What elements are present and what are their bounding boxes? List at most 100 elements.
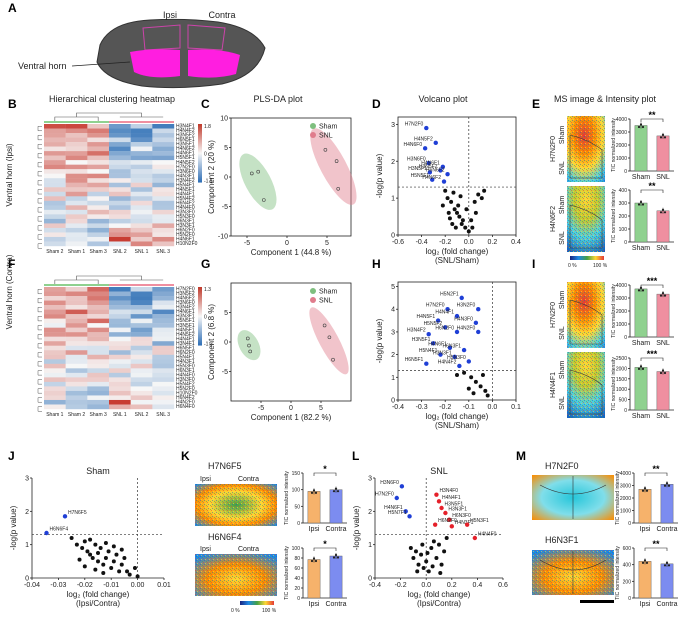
heatmap-cell	[65, 359, 88, 365]
heatmap-cell	[44, 160, 66, 165]
heatmap-cell	[109, 214, 131, 220]
bar-data-point	[637, 289, 641, 292]
heatmap-cell	[87, 182, 110, 188]
volcano-point-sig	[422, 146, 428, 151]
y-tick-label: 5	[224, 145, 228, 152]
volcano-point-ns	[88, 537, 93, 542]
heatmap-cell	[87, 305, 110, 310]
volcano-point-label: H5N5F1	[411, 173, 430, 179]
volcano-point-ns	[479, 196, 484, 201]
heatmap-row-label: H4N4F1	[176, 191, 195, 197]
heatmap-cell	[109, 142, 131, 147]
y-tick-label: -5	[222, 369, 228, 376]
heatmap-cell	[87, 323, 110, 328]
heatmap-cell	[87, 169, 110, 174]
volcano-point-ns	[446, 210, 451, 215]
heatmap-cell	[87, 390, 110, 396]
volcano-point-label: H4N6F1	[384, 505, 403, 511]
volcano-point-ns	[421, 566, 426, 570]
heatmap-cell	[130, 142, 153, 147]
volcano-point-ns	[93, 542, 98, 547]
e1-snl-label: SNL	[559, 161, 566, 175]
y-tick-label: 3	[368, 476, 372, 483]
ms-images-m: H7N2F0 H6N3F1	[532, 461, 614, 603]
heatmap-cell	[87, 377, 110, 383]
k2-ipsi-label: Ipsi	[200, 546, 211, 553]
heatmap-cell	[152, 241, 175, 247]
heatmap-cell	[44, 236, 66, 242]
heatmap-cell	[109, 187, 131, 192]
heatmap-cell	[65, 214, 88, 220]
heatmap-cell	[87, 350, 110, 355]
volcano-point-ns	[452, 207, 457, 212]
bar-data-point	[332, 556, 336, 559]
heatmap-cell	[130, 399, 153, 405]
ms-scale-e-max: 100 %	[593, 263, 608, 269]
volcano-point-ns	[455, 373, 459, 378]
bar-ipsi	[307, 559, 321, 599]
heatmap-cell	[109, 350, 131, 355]
y-tick-label: 4000	[616, 117, 627, 123]
heatmap-cell	[87, 178, 110, 183]
heatmap-cell	[65, 236, 88, 242]
heatmap-cell	[130, 327, 153, 333]
legend-label-sham: Sham	[319, 124, 337, 131]
heatmap-cell	[152, 128, 175, 134]
volcano-point-ns	[447, 216, 452, 221]
heatmap-cell	[44, 404, 66, 410]
heatmap-column-label: SNL 3	[156, 412, 170, 418]
heatmap-cell	[65, 323, 88, 328]
heatmap-cell	[44, 296, 66, 301]
heatmap-cell	[44, 354, 66, 360]
y-tick-label: 1000	[620, 509, 631, 515]
heatmap-cell	[44, 178, 66, 183]
volcano-point-ns	[445, 196, 450, 201]
glycan-m2-label: H6N3F1	[545, 535, 579, 545]
heatmap-cell	[130, 305, 153, 310]
volcano-point-sig	[426, 160, 431, 166]
heatmap-row-label: H7N2F0	[176, 164, 195, 170]
heatmap-cell	[130, 287, 153, 292]
heatmap-cell	[87, 395, 110, 401]
heatmap-row-label: H5N2F0	[176, 232, 195, 238]
heatmap-cell	[44, 218, 66, 224]
x-axis-title: log₂ (fold change)	[67, 590, 130, 599]
heatmap-cell	[152, 291, 175, 297]
bar-contra	[329, 555, 343, 599]
x-tick-label: -0.6	[392, 239, 404, 246]
heatmap-cell	[65, 305, 88, 310]
heatmap-cell	[130, 214, 153, 220]
x-tick-label: 0.0	[464, 239, 474, 246]
x-axis-subtitle: (Ipsi/Contra)	[76, 599, 120, 608]
volcano-point-sig	[443, 510, 448, 516]
ms-outline-i2	[569, 369, 603, 415]
bar-ipsi	[307, 491, 321, 524]
heatmap-cell	[152, 377, 175, 383]
bar-data-point	[661, 133, 665, 136]
bar-data-point	[637, 367, 641, 370]
heatmap-cell	[152, 160, 175, 165]
panel-label-m: M	[516, 449, 526, 463]
heatmap-cell	[152, 386, 175, 392]
bar-data-point	[639, 200, 643, 204]
plsda-point-snl	[336, 187, 341, 191]
heatmap-cell	[152, 151, 175, 156]
volcano-point-label: H6N2F0	[435, 325, 454, 331]
bar-data-point	[639, 365, 643, 368]
volcano-point-sig	[438, 168, 443, 173]
volcano-point-label: H3N5F1	[408, 166, 427, 172]
heatmap-cell	[152, 309, 175, 315]
heatmap-cell	[130, 160, 153, 165]
heatmap-cell	[109, 354, 131, 360]
y-tick-label: 2000	[620, 496, 631, 502]
heatmap-cell	[130, 191, 153, 197]
volcano-point-label: H4N3F1	[455, 520, 474, 526]
plsda-c: -5 0 5 -10 -5 0 5 10 Sham SNL Component 1 (44.8 %)…	[207, 116, 357, 257]
heatmap-cell	[44, 368, 66, 374]
heatmap-cell	[109, 124, 131, 129]
ventral-horn-label: Ventral horn	[18, 61, 67, 71]
panel-label-c: C	[201, 97, 210, 111]
ms-outline-e2	[569, 204, 603, 249]
volcano-point-label: H4N6F1	[428, 341, 447, 347]
heatmap-cell	[65, 332, 88, 337]
